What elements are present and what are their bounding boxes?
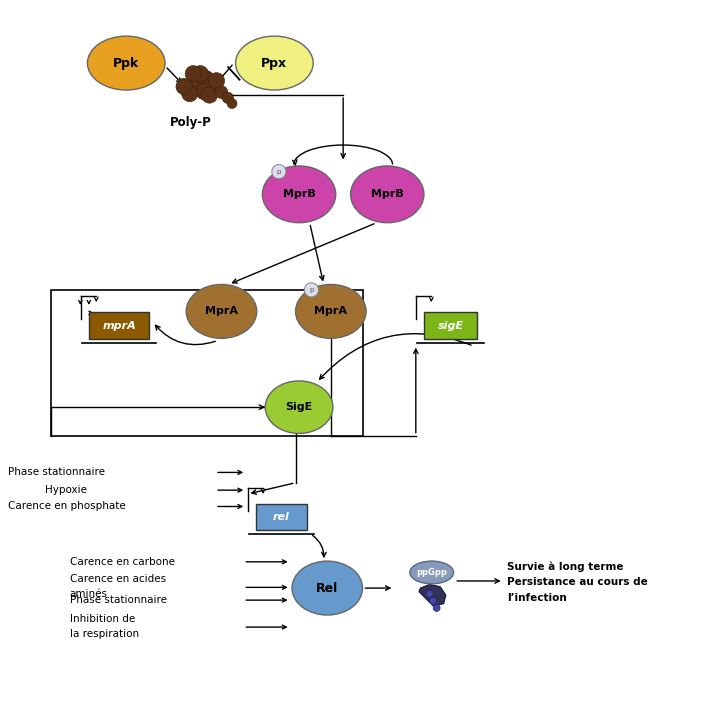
Circle shape	[208, 73, 225, 89]
Text: Ppx: Ppx	[262, 56, 287, 69]
Text: la respiration: la respiration	[70, 629, 139, 639]
Circle shape	[201, 87, 218, 103]
Ellipse shape	[296, 285, 366, 338]
Text: SigE: SigE	[285, 402, 313, 412]
Circle shape	[198, 71, 214, 87]
Text: Ppk: Ppk	[113, 56, 139, 69]
Text: mprA: mprA	[102, 320, 136, 330]
Circle shape	[192, 66, 208, 82]
Bar	[89, 312, 149, 339]
Text: Phase stationnaire: Phase stationnaire	[9, 468, 105, 478]
Bar	[256, 504, 307, 531]
Ellipse shape	[87, 36, 165, 90]
Circle shape	[181, 85, 198, 102]
Text: ppGpp: ppGpp	[416, 568, 447, 577]
Text: Carence en acides: Carence en acides	[70, 574, 166, 584]
Ellipse shape	[235, 36, 313, 90]
Text: Persistance au cours de: Persistance au cours de	[507, 578, 648, 588]
Text: rel: rel	[273, 512, 290, 522]
Text: Phase stationnaire: Phase stationnaire	[70, 595, 167, 605]
Ellipse shape	[410, 561, 454, 584]
Circle shape	[227, 99, 237, 109]
Circle shape	[204, 78, 220, 94]
Circle shape	[429, 597, 437, 604]
Text: aminés: aminés	[70, 589, 108, 599]
Polygon shape	[419, 585, 446, 606]
Text: MprA: MprA	[205, 307, 238, 316]
Text: sigE: sigE	[438, 320, 464, 330]
Ellipse shape	[265, 381, 333, 433]
Text: p: p	[277, 169, 281, 174]
Text: l’infection: l’infection	[507, 593, 567, 603]
Text: Rel: Rel	[316, 581, 338, 595]
Circle shape	[433, 604, 440, 611]
Text: MprB: MprB	[283, 189, 316, 199]
Circle shape	[185, 66, 201, 82]
Bar	[424, 312, 477, 339]
Circle shape	[304, 282, 319, 297]
Text: MprB: MprB	[371, 189, 404, 199]
Ellipse shape	[292, 561, 363, 615]
Ellipse shape	[262, 166, 336, 222]
Circle shape	[272, 164, 286, 179]
Circle shape	[222, 92, 233, 104]
Text: p: p	[309, 287, 314, 293]
Circle shape	[215, 86, 228, 99]
Text: Poly-P: Poly-P	[170, 117, 212, 129]
Circle shape	[176, 79, 192, 94]
Text: Survie à long terme: Survie à long terme	[507, 561, 624, 572]
Bar	[50, 290, 363, 435]
Text: Hypoxie: Hypoxie	[45, 485, 87, 495]
Ellipse shape	[351, 166, 424, 222]
Circle shape	[188, 74, 205, 90]
Text: MprA: MprA	[314, 307, 347, 316]
Text: Carence en carbone: Carence en carbone	[70, 557, 175, 567]
Circle shape	[196, 84, 212, 99]
Circle shape	[426, 590, 433, 597]
Text: Inhibition de: Inhibition de	[70, 613, 135, 623]
Text: Carence en phosphate: Carence en phosphate	[9, 501, 126, 511]
Ellipse shape	[186, 285, 257, 338]
